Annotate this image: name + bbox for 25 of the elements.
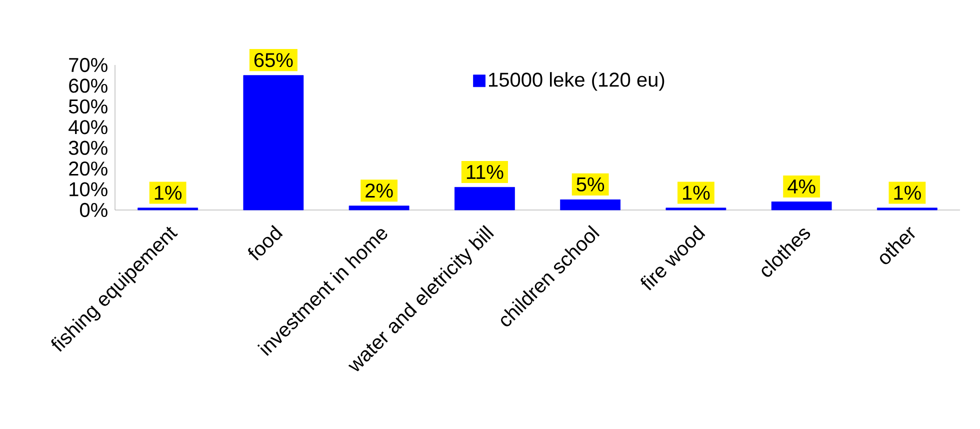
y-tick-label: 50% bbox=[68, 99, 108, 114]
data-label: 1% bbox=[894, 186, 921, 200]
bar bbox=[560, 199, 621, 210]
bar bbox=[138, 208, 198, 210]
y-tick-label: 30% bbox=[68, 140, 108, 155]
data-label: 11% bbox=[466, 165, 504, 180]
data-label: 1% bbox=[154, 186, 182, 200]
bar bbox=[771, 202, 832, 210]
bar bbox=[243, 75, 304, 210]
y-tick-label: 70% bbox=[69, 58, 108, 72]
data-label: 2% bbox=[366, 184, 393, 198]
legend-label: 15000 leke (120 eu) bbox=[489, 72, 664, 91]
data-label: 65% bbox=[254, 53, 293, 68]
bar bbox=[876, 208, 938, 210]
bar bbox=[666, 208, 726, 210]
y-tick-label: 0% bbox=[80, 202, 108, 218]
data-label: 1% bbox=[683, 186, 710, 200]
y-tick-label: 20% bbox=[69, 162, 108, 176]
data-label: 4% bbox=[788, 180, 816, 194]
y-tick-label: 10% bbox=[70, 182, 108, 196]
y-tick-label: 60% bbox=[69, 78, 108, 93]
bar bbox=[348, 206, 410, 210]
data-label: 5% bbox=[576, 177, 604, 192]
y-tick-label: 40% bbox=[68, 120, 108, 134]
bar bbox=[454, 187, 515, 210]
